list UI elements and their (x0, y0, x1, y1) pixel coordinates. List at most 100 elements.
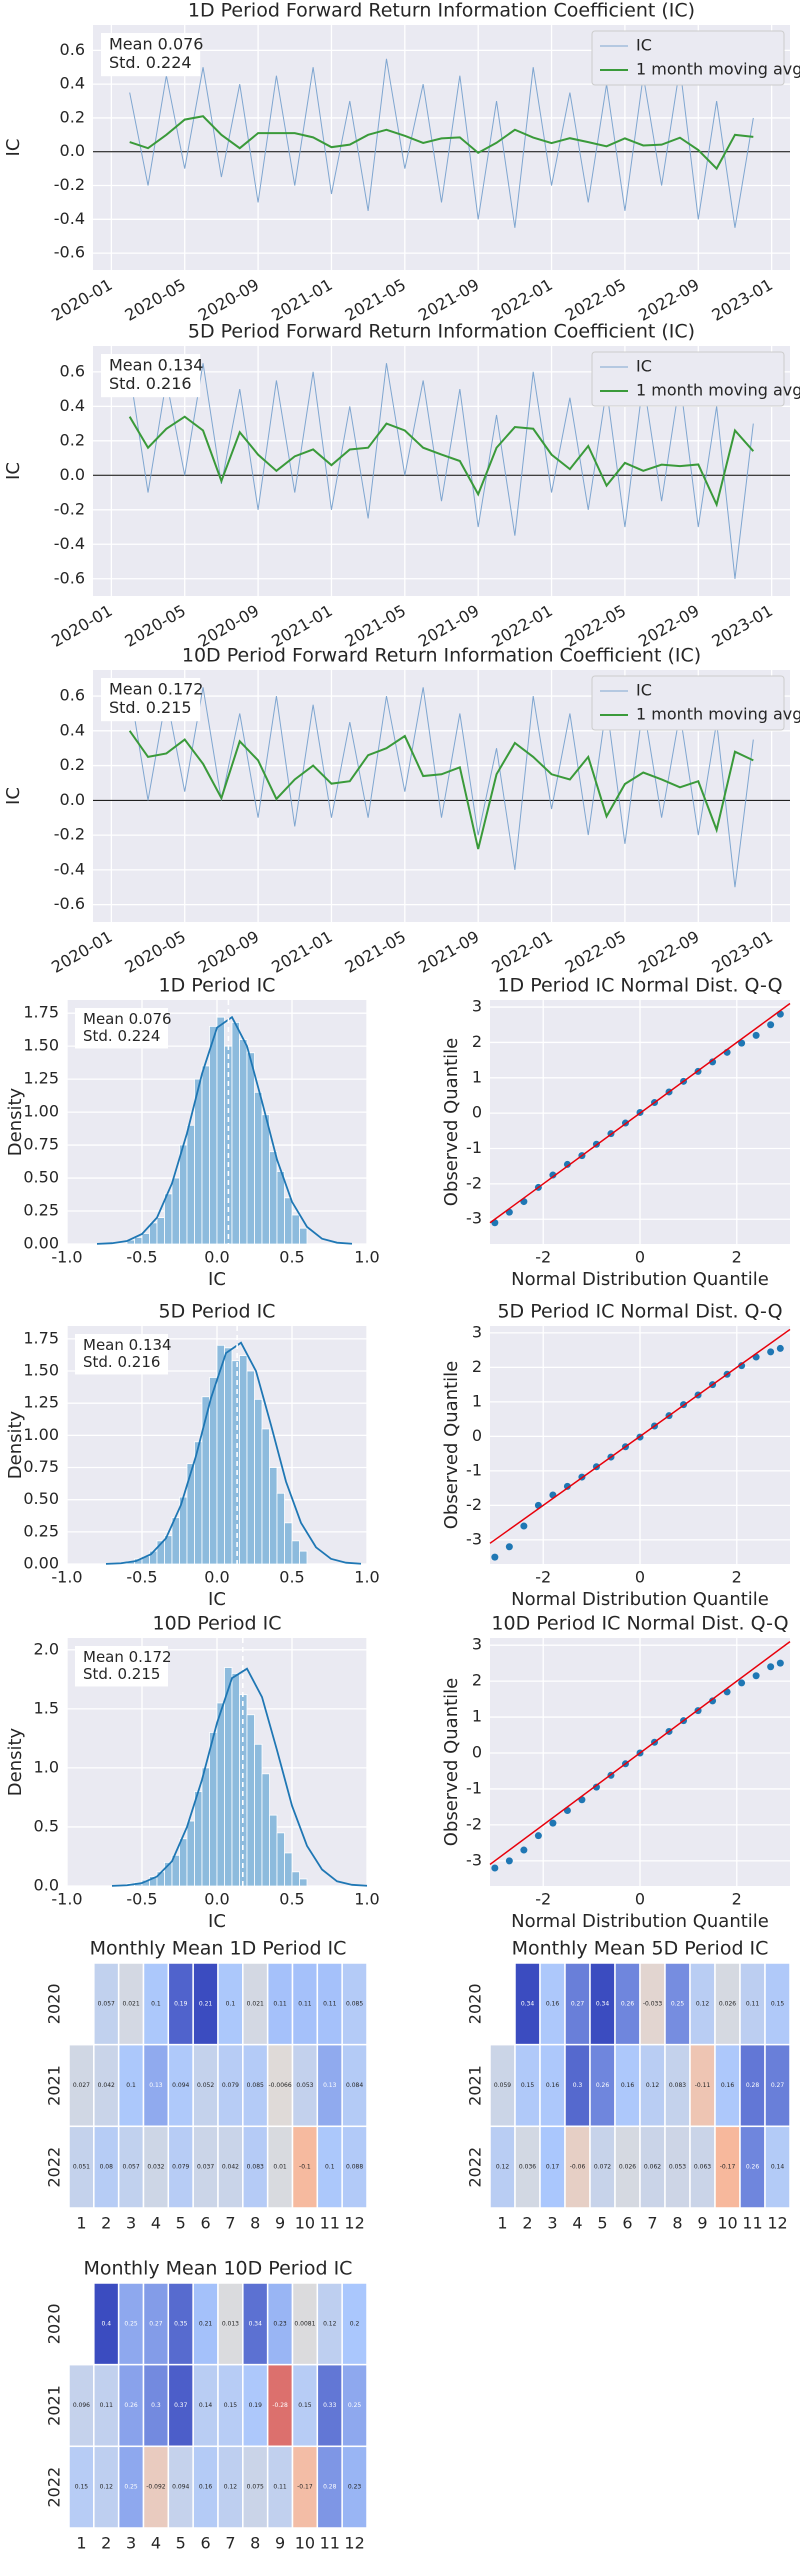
row-label: 2020 (45, 2303, 64, 2344)
column-label: 6 (200, 2214, 210, 2233)
cell-label: 0.1 (151, 2000, 161, 2007)
cell-label: 0.23 (348, 2484, 362, 2491)
cell-label: 0.17 (546, 2164, 560, 2171)
chart-title: 5D Period IC Normal Dist. Q-Q (497, 1301, 782, 1323)
cell-label: 0.34 (521, 2000, 535, 2007)
x-tick-label: 2022-05 (562, 927, 629, 977)
x-tick-label: 0 (635, 1568, 645, 1587)
y-tick-label: -0.2 (54, 499, 85, 518)
cell-label: 0.13 (149, 2082, 163, 2089)
cell-label: 0.12 (224, 2484, 238, 2491)
series-line (128, 415, 755, 508)
legend-box (591, 30, 785, 86)
legend-label: IC (636, 681, 652, 700)
x-tick-label: 2021-09 (415, 927, 482, 977)
y-axis-label: Observed Quantile (441, 1038, 462, 1206)
cell-label: 0.042 (222, 2164, 239, 2171)
x-tick-label: 2022-09 (635, 927, 702, 977)
cell-label: 0.16 (546, 2082, 560, 2089)
x-tick-label: -2 (535, 1248, 551, 1267)
heat-cell (564, 2043, 591, 2128)
heat-cell (266, 2282, 294, 2366)
cell-label: 0.16 (199, 2484, 213, 2491)
heat-cell (93, 2043, 120, 2128)
legend-box (591, 675, 785, 731)
cell-label: 0.1 (325, 2164, 335, 2171)
cell-label: 0.11 (323, 2000, 337, 2007)
chart-title: 5D Period Forward Return Information Coe… (188, 321, 695, 343)
heat-cell (93, 2282, 120, 2366)
hist-bar (254, 1398, 263, 1565)
heat-cell (764, 2125, 791, 2209)
legend-label: 1 month moving avg (636, 705, 800, 724)
hist-bar (209, 1732, 218, 1887)
y-tick-label: 0.0 (60, 465, 85, 484)
y-tick-label: 0.2 (60, 430, 85, 449)
heat-cell (117, 2125, 145, 2209)
cell-label: 0.037 (197, 2164, 214, 2171)
x-tick-label: -1.0 (51, 1890, 82, 1909)
heat-cell (664, 2125, 691, 2209)
cell-label: 0.12 (100, 2484, 114, 2491)
hist-bar (149, 1222, 158, 1245)
y-tick-label: 0 (472, 1426, 482, 1445)
heat-cell (714, 2043, 741, 2128)
column-label: 7 (225, 2214, 235, 2233)
heat-cell (564, 2125, 591, 2209)
cell-label: 0.085 (247, 2082, 264, 2089)
hist-bar (179, 1838, 188, 1887)
cell-label: 0.16 (721, 2082, 735, 2089)
heat-cell (564, 1962, 591, 2046)
y-tick-label: -0.6 (54, 894, 85, 913)
heat-cell (242, 2363, 269, 2448)
series-line (129, 58, 754, 228)
cell-label: 0.12 (646, 2082, 660, 2089)
cell-label: 0.072 (594, 2164, 611, 2171)
y-tick-label: 0.6 (60, 40, 85, 59)
qq-point (563, 1160, 571, 1168)
legend-box (591, 351, 785, 407)
cell-label: -0.0066 (268, 2082, 291, 2089)
x-tick-label: 2020-05 (122, 601, 189, 651)
x-tick-label: 2022-09 (635, 601, 702, 651)
y-tick-label: 0.6 (60, 361, 85, 380)
cell-label: -0.06 (570, 2164, 586, 2171)
heat-cell (142, 1962, 170, 2046)
cell-label: 0.079 (172, 2164, 189, 2171)
stats-text: Mean 0.134 (109, 356, 203, 375)
heat-cell (341, 2125, 368, 2209)
x-tick-label: 2 (732, 1568, 742, 1587)
hist-bar (216, 1702, 225, 1887)
hist-bar (179, 1144, 188, 1245)
column-label: 7 (647, 2214, 657, 2233)
qq-point (767, 1348, 775, 1356)
y-tick-label: 0.25 (23, 1521, 59, 1540)
heat-cell (217, 2125, 244, 2209)
heat-cell (93, 2363, 120, 2448)
column-label: 12 (344, 2534, 364, 2553)
stats-text: Mean 0.172 (83, 1648, 172, 1666)
stats-text: Mean 0.076 (83, 1010, 172, 1028)
cell-label: 0.053 (669, 2164, 686, 2171)
column-label: 6 (622, 2214, 632, 2233)
heat-cell (242, 1962, 269, 2046)
heat-cell (266, 2125, 294, 2209)
cell-label: 0.0081 (294, 2320, 315, 2327)
kde-line (105, 1341, 362, 1565)
cell-label: 0.15 (75, 2484, 89, 2491)
y-tick-label: 1.75 (23, 1003, 59, 1022)
cell-label: -0.17 (720, 2164, 736, 2171)
cell-label: 0.19 (249, 2402, 263, 2409)
x-tick-label: -1.0 (51, 1248, 82, 1267)
chart-title: 10D Period Forward Return Information Co… (182, 645, 701, 667)
cell-label: -0.11 (695, 2082, 711, 2089)
heat-cell (514, 1962, 541, 2046)
hist-bar (231, 1022, 240, 1245)
cell-label: 0.053 (296, 2082, 313, 2089)
y-tick-label: 0.2 (60, 755, 85, 774)
cell-label: 0.35 (174, 2320, 188, 2327)
stats-box-bg (75, 1008, 168, 1049)
heat-cell (689, 2125, 716, 2209)
